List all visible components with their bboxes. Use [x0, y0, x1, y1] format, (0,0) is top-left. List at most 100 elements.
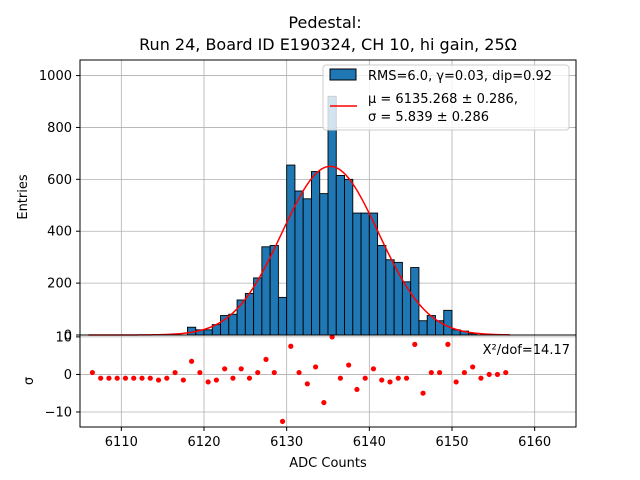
residual-point: [437, 369, 443, 376]
residual-point: [279, 418, 286, 424]
histogram-bar: [203, 329, 213, 336]
legend-box: [322, 64, 570, 131]
residual-point: [288, 343, 294, 349]
residual-point: [189, 358, 195, 364]
chart-title-line2: Run 24, Board ID E190324, CH 10, hi gain…: [139, 35, 517, 54]
residual-point: [205, 379, 211, 385]
residual-y-tick-label: 10: [55, 330, 72, 345]
residual-point: [106, 375, 112, 381]
x-tick-label: 6110: [105, 435, 138, 450]
histogram-bar: [377, 245, 387, 336]
histogram-bar: [302, 198, 312, 336]
main-y-ticks: 0 200 400 600 800 1000: [39, 69, 80, 344]
residual-point: [379, 377, 385, 383]
residual-point: [387, 379, 393, 385]
residual-grid: [80, 335, 576, 427]
histogram-bar: [385, 259, 395, 336]
chi2-annotation: X²/dof=14.17: [483, 343, 570, 358]
residual-point: [461, 369, 467, 376]
residual-point: [238, 366, 244, 372]
residual-point: [362, 375, 368, 381]
histogram-bar: [352, 212, 362, 336]
residual-point: [370, 366, 377, 372]
histogram-bar: [220, 315, 230, 336]
histogram-bar: [244, 293, 255, 336]
histogram-bar: [368, 212, 379, 336]
residual-point: [420, 390, 426, 396]
histogram-bars: [187, 95, 478, 336]
residual-point: [89, 369, 95, 376]
x-tick-label: 6150: [435, 435, 468, 450]
main-y-tick-label: 400: [47, 225, 72, 240]
x-tick-label: 6130: [270, 435, 303, 450]
residual-point: [213, 377, 219, 383]
residual-point: [403, 375, 410, 381]
histogram-bar: [311, 171, 321, 336]
histogram-bar: [294, 190, 304, 336]
legend-hist-swatch: [329, 68, 357, 81]
residual-point: [354, 386, 360, 393]
residual-point: [155, 377, 162, 383]
residual-y-tick-label: 0: [64, 368, 72, 383]
residual-point: [255, 369, 261, 376]
residual-y-tick-label: −10: [45, 405, 72, 420]
residual-point: [263, 356, 269, 363]
residual-axes-frame: [79, 334, 577, 428]
main-y-tick-label: 600: [47, 173, 72, 188]
residual-point: [271, 369, 277, 376]
histogram-bar: [418, 320, 428, 336]
chart-title-line1: Pedestal:: [288, 13, 361, 32]
residual-point: [172, 369, 178, 376]
residual-point: [395, 375, 401, 381]
legend-hist-label: RMS=6.0, γ=0.03, dip=0.92: [368, 69, 552, 84]
x-tick-label: 6120: [187, 435, 220, 450]
residual-point: [230, 375, 236, 381]
residual-point: [428, 369, 434, 376]
residual-point: [412, 341, 418, 347]
main-y-tick-label: 200: [47, 277, 72, 292]
x-axis-label: ADC Counts: [289, 456, 367, 471]
residual-point: [131, 375, 137, 381]
x-tick-label: 6140: [353, 435, 386, 450]
histogram-bar: [360, 212, 370, 336]
histogram-bar: [228, 313, 238, 336]
residual-point: [114, 375, 120, 381]
residual-point: [222, 366, 228, 372]
legend-fit-label-sigma: σ = 5.839 ± 0.286: [368, 110, 489, 125]
residual-point: [337, 375, 343, 381]
legend: RMS=6.0, γ=0.03, dip=0.92 μ = 6135.268 ±…: [322, 64, 570, 131]
residual-point: [494, 371, 501, 378]
residual-point: [197, 369, 203, 376]
histogram-bar: [286, 164, 296, 336]
residual-point: [453, 379, 459, 385]
residual-point: [180, 377, 186, 383]
residual-point: [147, 375, 153, 381]
histogram-bar: [319, 193, 329, 336]
legend-fit-label-mu: μ = 6135.268 ± 0.286,: [368, 92, 518, 107]
residual-point: [321, 399, 327, 406]
histogram-bar: [277, 296, 288, 336]
residual-point: [98, 375, 104, 381]
histogram-bar: [327, 95, 337, 336]
residual-point: [445, 341, 451, 347]
residual-point: [329, 334, 335, 340]
residual-point: [313, 364, 319, 370]
residual-point: [478, 375, 484, 381]
main-y-tick-label: 1000: [39, 69, 72, 84]
histogram-bar: [269, 245, 279, 336]
residual-point: [346, 362, 352, 368]
histogram-bar: [344, 178, 354, 336]
residual-point: [486, 371, 492, 378]
residual-point: [503, 369, 509, 376]
histogram-bar: [335, 174, 345, 336]
residual-x-ticks: 6110 6120 6130 6140 6150 6160: [105, 427, 551, 450]
main-y-tick-label: 800: [47, 121, 72, 136]
x-tick-label: 6160: [518, 435, 551, 450]
histogram-bar: [443, 309, 453, 336]
residual-y-ticks: −10 0 10: [45, 330, 80, 420]
residual-point: [304, 381, 310, 387]
residual-point: [122, 375, 129, 381]
residual-points: [89, 334, 509, 424]
main-y-axis-label: Entries: [16, 174, 31, 220]
